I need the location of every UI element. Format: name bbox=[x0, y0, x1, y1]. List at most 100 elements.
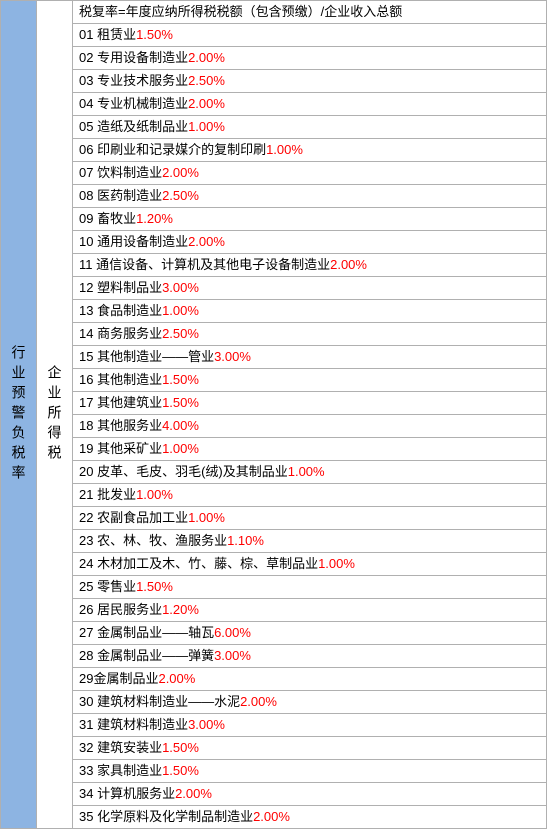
row-rate: 1.00% bbox=[288, 463, 325, 481]
table-row: 26 居民服务业 1.20% bbox=[73, 599, 546, 622]
table-row: 09 畜牧业 1.20% bbox=[73, 208, 546, 231]
table-row: 18 其他服务业 4.00% bbox=[73, 415, 546, 438]
table-row: 35 化学原料及化学制品制造业 2.00% bbox=[73, 806, 546, 828]
row-rate: 2.00% bbox=[330, 256, 367, 274]
row-rate: 2.50% bbox=[162, 187, 199, 205]
row-label: 23 农、林、牧、渔服务业 bbox=[79, 532, 227, 550]
table-row: 14 商务服务业 2.50% bbox=[73, 323, 546, 346]
row-rate: 3.00% bbox=[188, 716, 225, 734]
row-label: 21 批发业 bbox=[79, 486, 136, 504]
row-label: 28 金属制品业——弹簧 bbox=[79, 647, 214, 665]
row-label: 05 造纸及纸制品业 bbox=[79, 118, 188, 136]
data-column: 税复率=年度应纳所得税税额（包含预缴）/企业收入总额 01 租赁业 1.50%0… bbox=[73, 1, 546, 828]
table-row: 31 建筑材料制造业 3.00% bbox=[73, 714, 546, 737]
table-row: 20 皮革、毛皮、羽毛(绒)及其制品业1.00% bbox=[73, 461, 546, 484]
row-rate: 2.00% bbox=[240, 693, 277, 711]
row-label: 15 其他制造业——管业 bbox=[79, 348, 214, 366]
row-rate: 2.00% bbox=[188, 95, 225, 113]
row-rate: 1.50% bbox=[162, 739, 199, 757]
row-rate: 1.00% bbox=[162, 302, 199, 320]
mid-header-column: 企业所得税 bbox=[37, 1, 73, 828]
row-label: 08 医药制造业 bbox=[79, 187, 162, 205]
row-rate: 1.50% bbox=[162, 762, 199, 780]
row-rate: 1.20% bbox=[162, 601, 199, 619]
row-label: 07 饮料制造业 bbox=[79, 164, 162, 182]
row-label: 09 畜牧业 bbox=[79, 210, 136, 228]
row-rate: 2.00% bbox=[162, 164, 199, 182]
row-rate: 3.00% bbox=[214, 647, 251, 665]
row-rate: 6.00% bbox=[214, 624, 251, 642]
formula-row: 税复率=年度应纳所得税税额（包含预缴）/企业收入总额 bbox=[73, 1, 546, 24]
table-row: 19 其他采矿业 1.00% bbox=[73, 438, 546, 461]
table-row: 04 专业机械制造业 2.00% bbox=[73, 93, 546, 116]
row-label: 30 建筑材料制造业——水泥 bbox=[79, 693, 240, 711]
table-row: 08 医药制造业 2.50% bbox=[73, 185, 546, 208]
table-row: 01 租赁业 1.50% bbox=[73, 24, 546, 47]
row-rate: 1.00% bbox=[188, 509, 225, 527]
table-row: 29金属制品业2.00% bbox=[73, 668, 546, 691]
row-label: 11 通信设备、计算机及其他电子设备制造业 bbox=[79, 256, 330, 274]
row-rate: 2.50% bbox=[188, 72, 225, 90]
row-rate: 2.00% bbox=[253, 808, 290, 826]
row-rate: 3.00% bbox=[214, 348, 251, 366]
table-row: 02 专用设备制造业 2.00% bbox=[73, 47, 546, 70]
row-label: 27 金属制品业——轴瓦 bbox=[79, 624, 214, 642]
row-label: 29金属制品业 bbox=[79, 670, 158, 688]
row-rate: 4.00% bbox=[162, 417, 199, 435]
table-row: 07 饮料制造业 2.00% bbox=[73, 162, 546, 185]
table-row: 23 农、林、牧、渔服务业 1.10% bbox=[73, 530, 546, 553]
table-row: 24 木材加工及木、竹、藤、棕、草制品业 1.00% bbox=[73, 553, 546, 576]
row-rate: 2.50% bbox=[162, 325, 199, 343]
row-label: 18 其他服务业 bbox=[79, 417, 162, 435]
row-rate: 1.00% bbox=[188, 118, 225, 136]
row-label: 31 建筑材料制造业 bbox=[79, 716, 188, 734]
row-rate: 1.50% bbox=[136, 26, 173, 44]
table-row: 16 其他制造业 1.50% bbox=[73, 369, 546, 392]
row-label: 14 商务服务业 bbox=[79, 325, 162, 343]
row-label: 34 计算机服务业 bbox=[79, 785, 175, 803]
table-row: 17 其他建筑业 1.50% bbox=[73, 392, 546, 415]
row-label: 04 专业机械制造业 bbox=[79, 95, 188, 113]
row-label: 02 专用设备制造业 bbox=[79, 49, 188, 67]
row-label: 20 皮革、毛皮、羽毛(绒)及其制品业 bbox=[79, 463, 288, 481]
table-row: 27 金属制品业——轴瓦 6.00% bbox=[73, 622, 546, 645]
table-row: 30 建筑材料制造业——水泥 2.00% bbox=[73, 691, 546, 714]
row-label: 16 其他制造业 bbox=[79, 371, 162, 389]
row-label: 24 木材加工及木、竹、藤、棕、草制品业 bbox=[79, 555, 318, 573]
row-rate: 1.50% bbox=[162, 394, 199, 412]
row-label: 25 零售业 bbox=[79, 578, 136, 596]
left-header-column: 行业预警负税率 bbox=[1, 1, 37, 828]
row-label: 06 印刷业和记录媒介的复制印刷 bbox=[79, 141, 266, 159]
mid-header-text: 企业所得税 bbox=[45, 365, 65, 465]
table-row: 12 塑料制品业 3.00% bbox=[73, 277, 546, 300]
row-label: 17 其他建筑业 bbox=[79, 394, 162, 412]
table-row: 28 金属制品业——弹簧 3.00% bbox=[73, 645, 546, 668]
row-rate: 1.20% bbox=[136, 210, 173, 228]
row-rate: 1.10% bbox=[227, 532, 264, 550]
row-rate: 2.00% bbox=[188, 49, 225, 67]
row-label: 12 塑料制品业 bbox=[79, 279, 162, 297]
row-rate: 1.00% bbox=[318, 555, 355, 573]
row-label: 32 建筑安装业 bbox=[79, 739, 162, 757]
table-row: 22 农副食品加工业 1.00% bbox=[73, 507, 546, 530]
row-label: 03 专业技术服务业 bbox=[79, 72, 188, 90]
row-label: 35 化学原料及化学制品制造业 bbox=[79, 808, 253, 826]
row-label: 22 农副食品加工业 bbox=[79, 509, 188, 527]
table-row: 15 其他制造业——管业 3.00% bbox=[73, 346, 546, 369]
row-rate: 1.00% bbox=[162, 440, 199, 458]
table-row: 13 食品制造业 1.00% bbox=[73, 300, 546, 323]
table-row: 03 专业技术服务业 2.50% bbox=[73, 70, 546, 93]
row-rate: 3.00% bbox=[162, 279, 199, 297]
table-row: 25 零售业 1.50% bbox=[73, 576, 546, 599]
table-row: 33 家具制造业 1.50% bbox=[73, 760, 546, 783]
row-rate: 2.00% bbox=[158, 670, 195, 688]
row-label: 19 其他采矿业 bbox=[79, 440, 162, 458]
row-rate: 1.00% bbox=[266, 141, 303, 159]
formula-text: 税复率=年度应纳所得税税额（包含预缴）/企业收入总额 bbox=[79, 3, 402, 21]
row-rate: 2.00% bbox=[188, 233, 225, 251]
table-row: 21 批发业 1.00% bbox=[73, 484, 546, 507]
table-row: 11 通信设备、计算机及其他电子设备制造业2.00% bbox=[73, 254, 546, 277]
row-label: 01 租赁业 bbox=[79, 26, 136, 44]
row-rate: 2.00% bbox=[175, 785, 212, 803]
row-label: 13 食品制造业 bbox=[79, 302, 162, 320]
